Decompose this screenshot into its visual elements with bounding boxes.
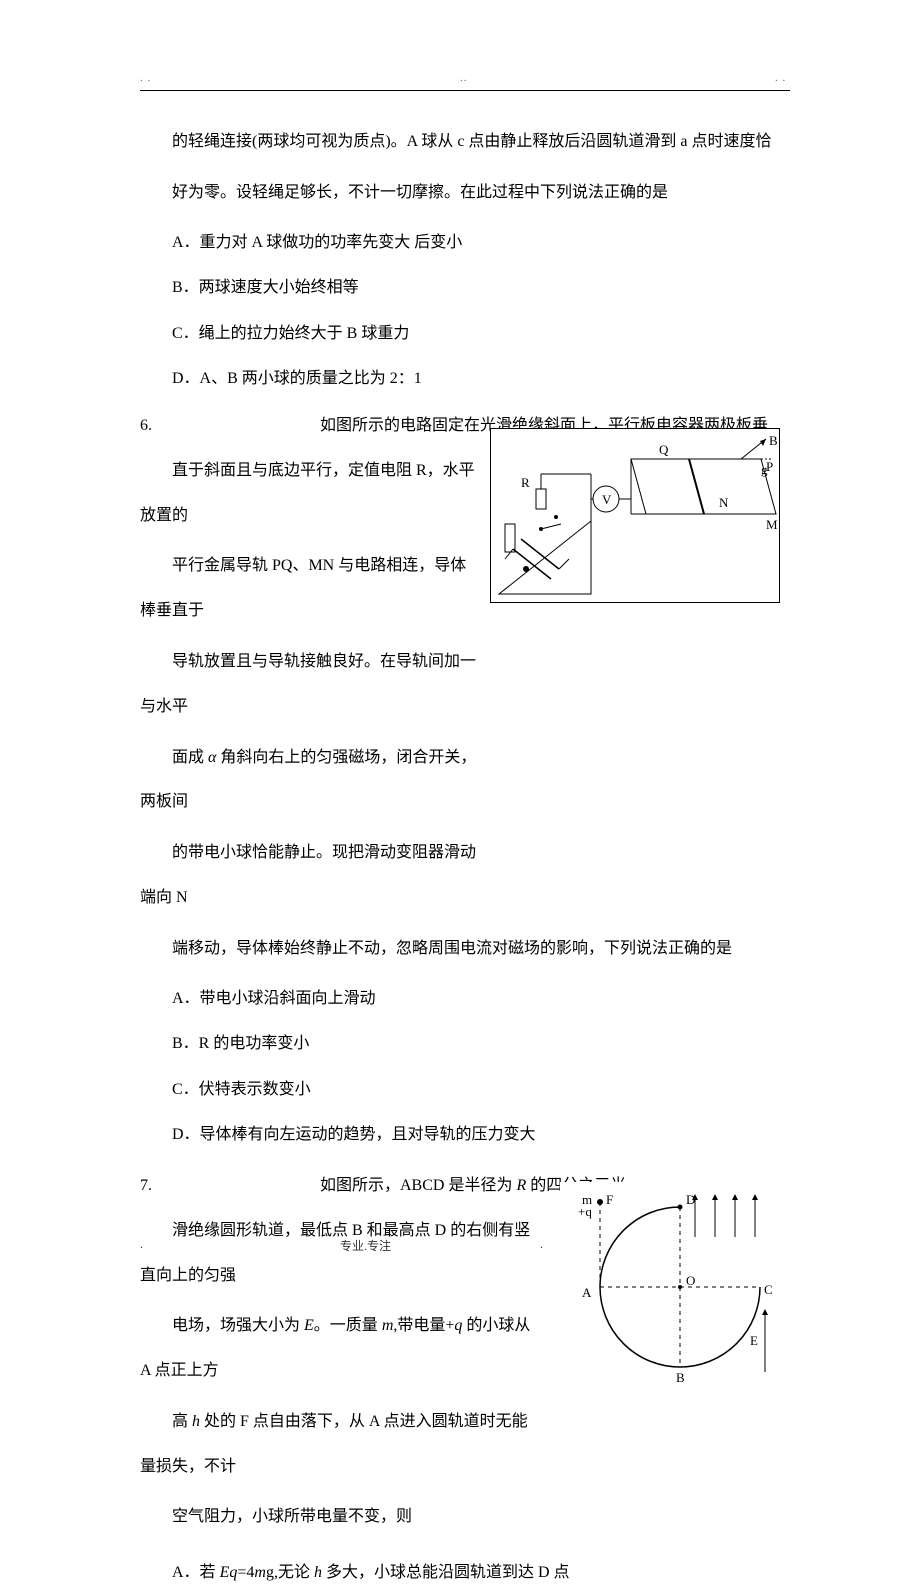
q7-a-m: m	[254, 1564, 266, 1581]
q6-option-d: D．导体棒有向左运动的趋势，且对导轨的压力变大	[140, 1114, 780, 1156]
q6-line-5: 的带电小球恰能静止。现把滑动变阻器滑动端向 N	[140, 831, 480, 921]
cont-option-b: B．两球速度大小始终相等	[140, 267, 780, 309]
q6-number: 6.	[140, 404, 320, 449]
question-7: 7. 如图所示，ABCD 是半径为 R 的四分之三光 滑绝缘圆形轨道，最低点 B…	[140, 1164, 780, 1594]
footer-center: 专业.专注	[340, 1237, 391, 1254]
q7-a-mid2: g,无论	[266, 1564, 314, 1581]
q6-label-v: V	[602, 492, 612, 507]
q7-l2-mid: 。一质量	[314, 1317, 382, 1334]
q6-circuit-svg: R V B g Q P N M	[491, 429, 779, 602]
q7-label-a: A	[582, 1285, 592, 1300]
q7-a-mid: =4	[237, 1564, 254, 1581]
q7-label-o: O	[686, 1273, 695, 1288]
cont-line-1: 的轻绳连接(两球均可视为质点)。A 球从 c 点由静止释放后沿圆轨道滑到 a 点…	[140, 120, 780, 165]
q6-line-1: 直于斜面且与底边平行，定值电阻 R，水平放置的	[140, 449, 480, 539]
q7-number: 7.	[140, 1164, 320, 1209]
q7-line-4: 空气阻力，小球所带电量不变，则	[140, 1495, 540, 1540]
q7-label-c: C	[764, 1282, 773, 1297]
q6-option-b: B．R 的电功率变小	[140, 1023, 780, 1065]
q6-option-c: C．伏特表示数变小	[140, 1069, 780, 1111]
q7-label-f: F	[606, 1192, 613, 1207]
q7-diagram: O D B A C F m +q	[560, 1182, 780, 1407]
q7-label-charge: +q	[578, 1204, 592, 1219]
q7-a-post: 多大，小球总能沿圆轨道到达 D 点	[322, 1564, 570, 1581]
cont-option-d: D．A、B 两小球的质量之比为 2：1	[140, 358, 780, 400]
q6-diagram: R V B g Q P N M	[490, 428, 780, 603]
q7-l2-e: E	[304, 1317, 314, 1334]
q7-l2-mid2: ,带电量+	[393, 1317, 454, 1334]
question-6: 6. 如图所示的电路固定在光滑绝缘斜面上，平行板电容器两极板垂 直于斜面且与底边…	[140, 404, 780, 1156]
q7-label-b: B	[676, 1370, 685, 1385]
q6-label-b: B	[769, 433, 778, 448]
q7-line-3: 高 h 处的 F 点自由落下，从 A 点进入圆轨道时无能量损失，不计	[140, 1400, 540, 1490]
cont-line-2: 好为零。设轻绳足够长，不计一切摩擦。在此过程中下列说法正确的是	[140, 171, 780, 216]
q7-track-svg: O D B A C F m +q	[560, 1182, 780, 1407]
q6-line-4: 面成 α 角斜向右上的匀强磁场，闭合开关，两板间	[140, 736, 480, 826]
q7-l3-h: h	[192, 1413, 200, 1430]
q6-line-3: 导轨放置且与导轨接触良好。在导轨间加一与水平	[140, 640, 480, 730]
q6-l4-pre: 面成	[172, 749, 208, 766]
q7-a-pre: A．若	[172, 1564, 220, 1581]
q7-l2-m: m	[382, 1317, 394, 1334]
q7-l2-q: q	[454, 1317, 462, 1334]
q7-intro-pre: 如图所示，ABCD 是半径为	[320, 1177, 516, 1194]
q7-a-eq: Eq	[220, 1564, 238, 1581]
q7-l2-pre: 电场，场强大小为	[172, 1317, 304, 1334]
page-content: 的轻绳连接(两球均可视为质点)。A 球从 c 点由静止释放后沿圆轨道滑到 a 点…	[0, 70, 920, 1594]
q6-option-a: A．带电小球沿斜面向上滑动	[140, 978, 780, 1020]
q6-label-m: M	[766, 517, 778, 532]
cont-option-c: C．绳上的拉力始终大于 B 球重力	[140, 313, 780, 355]
footer-left: .	[140, 1237, 143, 1252]
q7-intro-r: R	[516, 1177, 526, 1194]
q7-label-e: E	[750, 1333, 758, 1348]
cont-option-a: A．重力对 A 球做功的功率先变大 后变小	[140, 222, 780, 264]
q7-l3-pre: 高	[172, 1413, 192, 1430]
q6-line-6: 端移动，导体棒始终静止不动，忽略周围电流对磁场的影响，下列说法正确的是	[140, 927, 780, 972]
q7-option-a: A．若 Eq=4mg,无论 h 多大，小球总能沿圆轨道到达 D 点	[140, 1552, 780, 1594]
q7-line-2: 电场，场强大小为 E。一质量 m,带电量+q 的小球从 A 点正上方	[140, 1304, 540, 1394]
q6-line-2: 平行金属导轨 PQ、MN 与电路相连，导体棒垂直于	[140, 544, 480, 634]
q6-label-q: Q	[659, 442, 669, 457]
q6-label-n: N	[719, 495, 729, 510]
footer-right: .	[540, 1237, 543, 1252]
q6-label-p: P	[766, 459, 773, 474]
prev-question-continuation: 的轻绳连接(两球均可视为质点)。A 球从 c 点由静止释放后沿圆轨道滑到 a 点…	[140, 120, 780, 400]
q7-a-h: h	[314, 1564, 322, 1581]
q6-label-r: R	[521, 475, 530, 490]
